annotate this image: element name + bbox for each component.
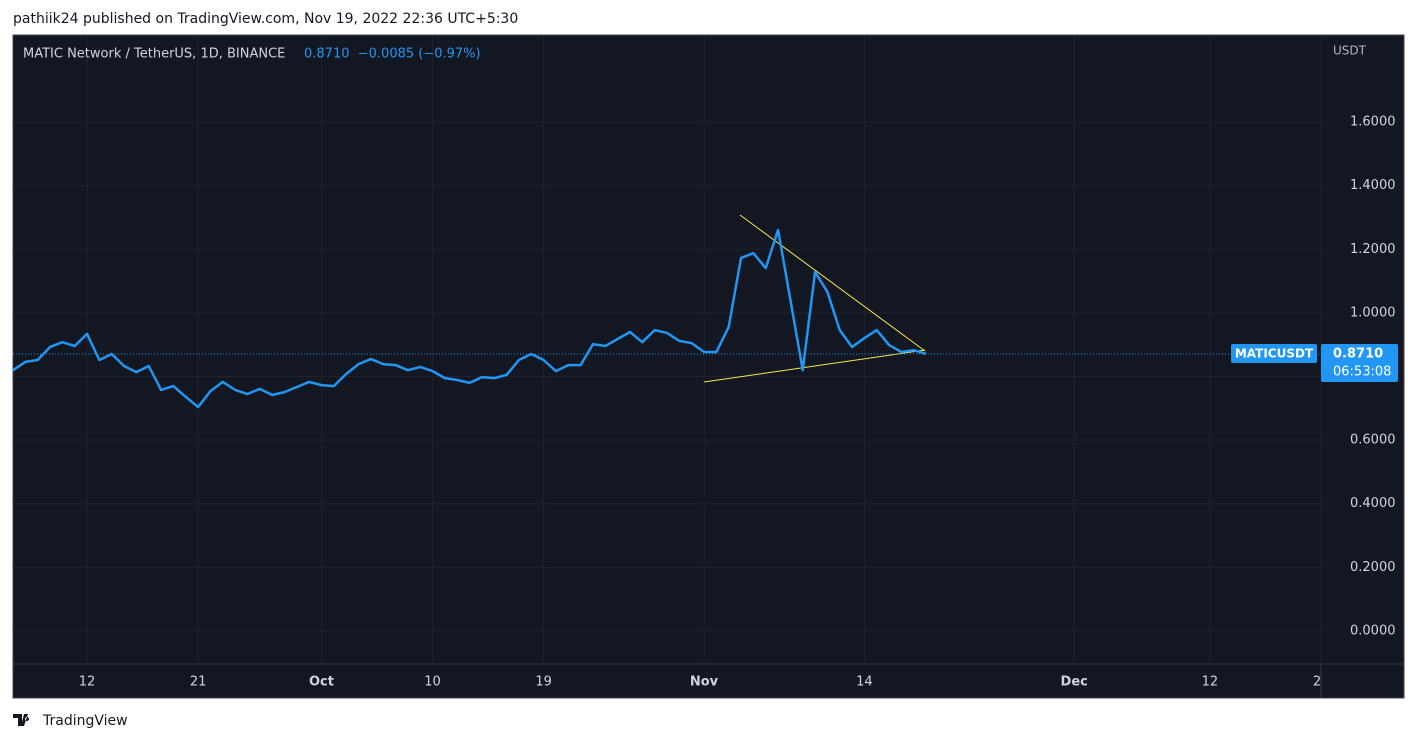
chart-background [12,34,1405,699]
ticker-tag [1231,343,1317,363]
trendline-lower [703,349,926,383]
y-tick-label: 0.6000 [1350,433,1396,448]
published-note: pathiik24 published on TradingView.com, … [13,11,518,27]
chart-subtitle: 0.8710 −0.0085 (−0.97%) [304,47,481,62]
x-tick-label: 12 [1202,675,1219,690]
ticker-label: MATICUSDT [1235,346,1314,360]
x-tick-label: Dec [1061,675,1088,690]
brand-logo [13,714,30,726]
y-tick-label: 1.6000 [1350,115,1396,130]
y-tick-label: 0.0000 [1350,623,1396,638]
y-tick-label: 1.2000 [1350,242,1396,257]
price-tag [1321,343,1398,382]
x-tick-label: 14 [856,675,873,690]
x-tick-label: 12 [79,675,96,690]
brand-name: TradingView [42,713,128,729]
x-tick-label: 2 [1313,675,1321,690]
y-tick-label: 0.4000 [1350,496,1396,511]
plot [12,228,1321,409]
last-price-label: 0.8710 [1333,346,1383,361]
x-tick-label: 21 [190,675,207,690]
y-tick-label: 1.4000 [1350,178,1396,193]
x-tick-label: 19 [535,675,552,690]
trendline-upper [739,214,926,352]
y-tick-label: 1.0000 [1350,305,1396,320]
grid [13,35,1322,664]
x-tick-label: 10 [424,675,441,690]
x-tick-label: Nov [690,675,719,690]
x-tick-label: Oct [309,675,334,690]
y-axis-label: USDT [1333,44,1367,58]
countdown-label: 06:53:08 [1333,364,1391,379]
chart-title: MATIC Network / TetherUS, 1D, BINANCE [23,47,285,62]
axes: 0.00000.20000.40000.60000.80001.00001.20… [79,115,1398,690]
y-tick-label: 0.2000 [1350,560,1396,575]
price-line [12,228,927,409]
